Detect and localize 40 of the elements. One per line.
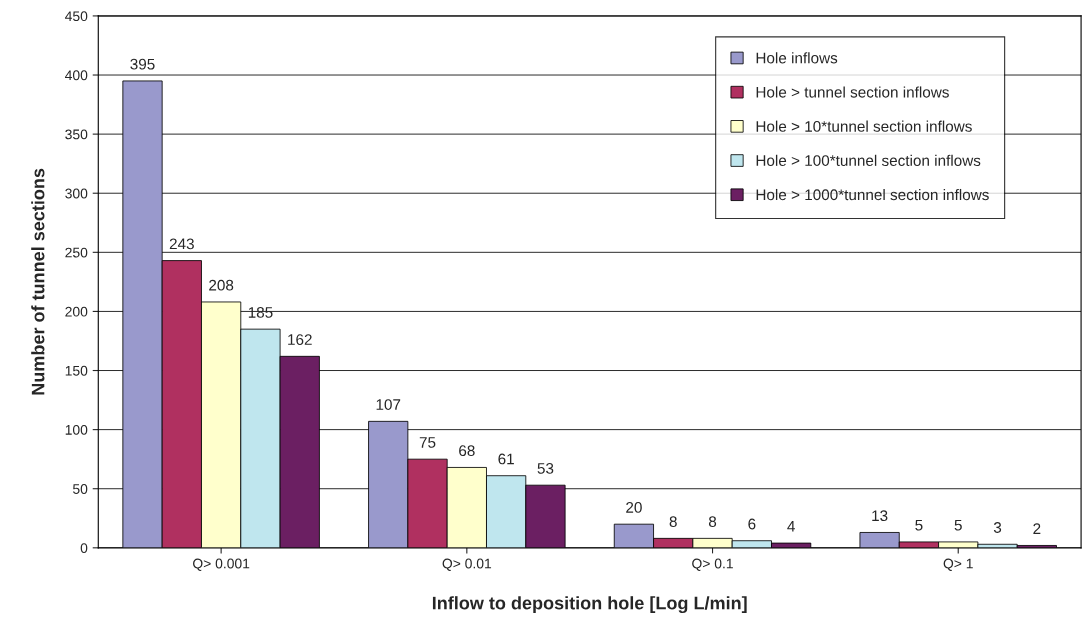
y-tick-label: 50 <box>72 484 88 494</box>
data-label: 5 <box>954 519 962 531</box>
x-axis-title: Inflow to deposition hole [Log L/min] <box>432 596 747 614</box>
data-label: 3 <box>993 522 1002 533</box>
data-label: 6 <box>748 518 756 530</box>
y-tick-label: 350 <box>65 129 88 140</box>
data-label: 13 <box>872 510 888 522</box>
y-tick-label: 150 <box>65 365 88 376</box>
data-label: 107 <box>376 399 401 410</box>
data-label: 20 <box>626 502 642 513</box>
x-tick-label: Q> 1 <box>943 558 973 571</box>
data-label: 395 <box>130 58 155 70</box>
data-label: 75 <box>419 437 436 448</box>
y-tick-label: 250 <box>65 247 88 258</box>
x-tick-label: Q> 0.001 <box>193 558 250 571</box>
y-tick-label: 200 <box>65 306 88 317</box>
data-label: 4 <box>787 521 795 532</box>
legend-label: Hole > 10*tunnel section inflows <box>756 120 972 132</box>
y-tick-label: 300 <box>65 188 88 199</box>
legend-label: Hole inflows <box>756 52 838 64</box>
y-tick-label: 450 <box>65 11 88 22</box>
data-label: 243 <box>169 238 194 250</box>
y-tick-label: 400 <box>65 70 88 81</box>
data-label: 2 <box>1033 523 1041 534</box>
legend-label: Hole > 1000*tunnel section inflows <box>756 188 989 201</box>
data-label: 208 <box>209 279 234 291</box>
data-label: 5 <box>915 519 923 531</box>
data-label: 8 <box>669 516 677 528</box>
legend-label: Hole > tunnel section inflows <box>756 86 949 98</box>
x-tick-label: Q> 0.01 <box>442 558 492 571</box>
x-tick-label: Q> 0.1 <box>692 558 733 571</box>
data-label: 162 <box>288 334 312 345</box>
data-label: 8 <box>708 516 717 528</box>
data-label: 53 <box>537 463 554 474</box>
y-tick-label: 100 <box>65 424 88 435</box>
data-label: 68 <box>459 445 475 457</box>
data-label: 61 <box>498 453 514 465</box>
y-tick-label: 0 <box>80 543 88 553</box>
y-axis-title: Number of tunnel sections <box>31 168 45 395</box>
legend-label: Hole > 100*tunnel section inflows <box>756 154 981 166</box>
